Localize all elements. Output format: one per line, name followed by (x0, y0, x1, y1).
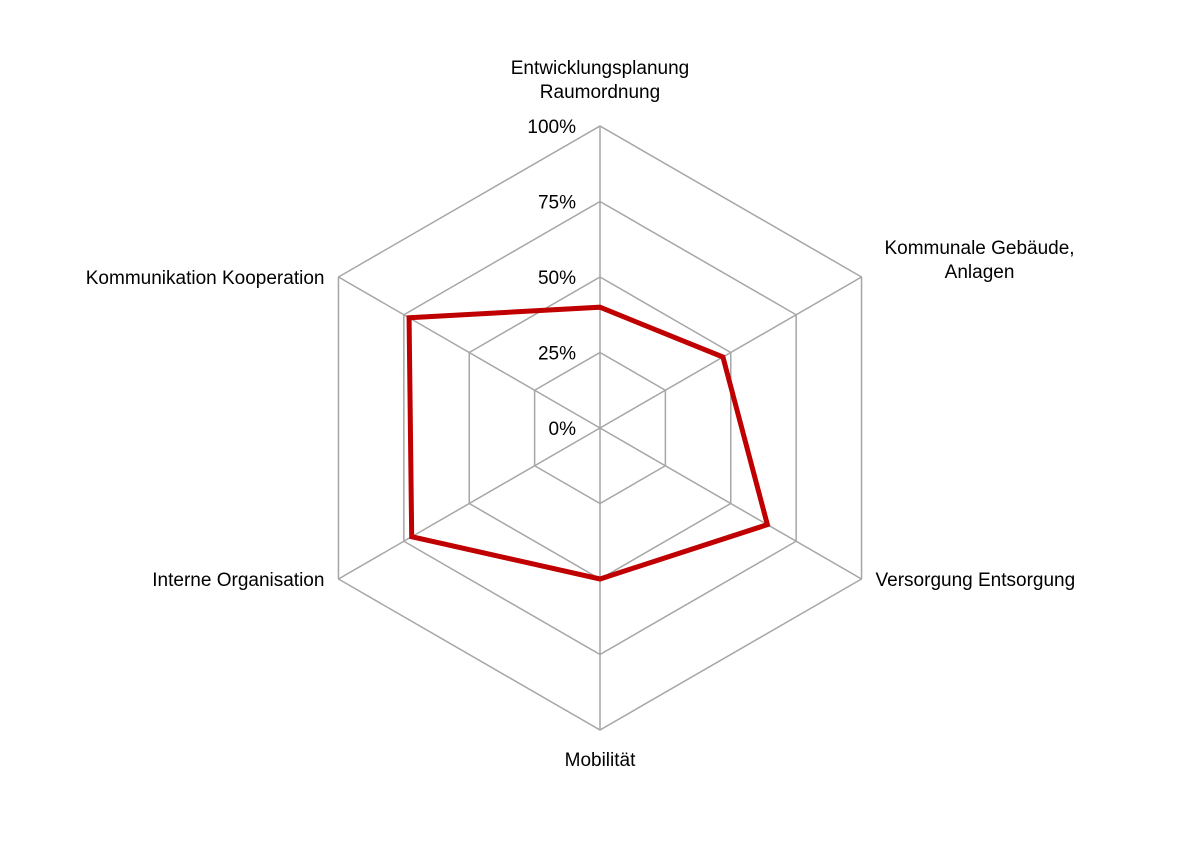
axis-spokes (338, 126, 862, 730)
category-label-5: Kommunikation Kooperation (86, 268, 325, 289)
category-label-line: Raumordnung (540, 82, 660, 103)
category-label-1: Kommunale Gebäude, Anlagen (884, 238, 1074, 283)
category-label-2: Versorgung Entsorgung (876, 570, 1076, 591)
category-label-0: Entwicklungsplanung Raumordnung (511, 58, 690, 103)
series-area (406, 304, 771, 582)
category-label-4: Interne Organisation (152, 570, 324, 591)
category-label-line: Anlagen (945, 262, 1015, 283)
tick-label: 50% (538, 268, 576, 289)
axis-spoke-4 (338, 427, 601, 580)
tick-label: 75% (538, 193, 576, 214)
tick-label: 100% (527, 117, 576, 138)
category-label-line: Versorgung Entsorgung (876, 570, 1076, 591)
axis-spoke-5 (338, 276, 601, 429)
category-label-3: Mobilität (565, 750, 636, 771)
tick-label: 0% (549, 419, 577, 440)
category-label-line: Entwicklungsplanung (511, 58, 690, 79)
tick-label: 25% (538, 344, 576, 365)
category-label-line: Mobilität (565, 750, 636, 771)
radial-tick-labels: 0% 25% 50% 75% 100% (527, 117, 576, 440)
category-label-line: Kommunale Gebäude, (884, 238, 1074, 259)
category-labels: Entwicklungsplanung Raumordnung Kommunale … (86, 58, 1075, 771)
category-label-line: Kommunikation Kooperation (86, 268, 325, 289)
axis-spoke-2 (599, 427, 862, 580)
axis-spoke-1 (599, 276, 862, 429)
category-label-line: Interne Organisation (152, 570, 324, 591)
